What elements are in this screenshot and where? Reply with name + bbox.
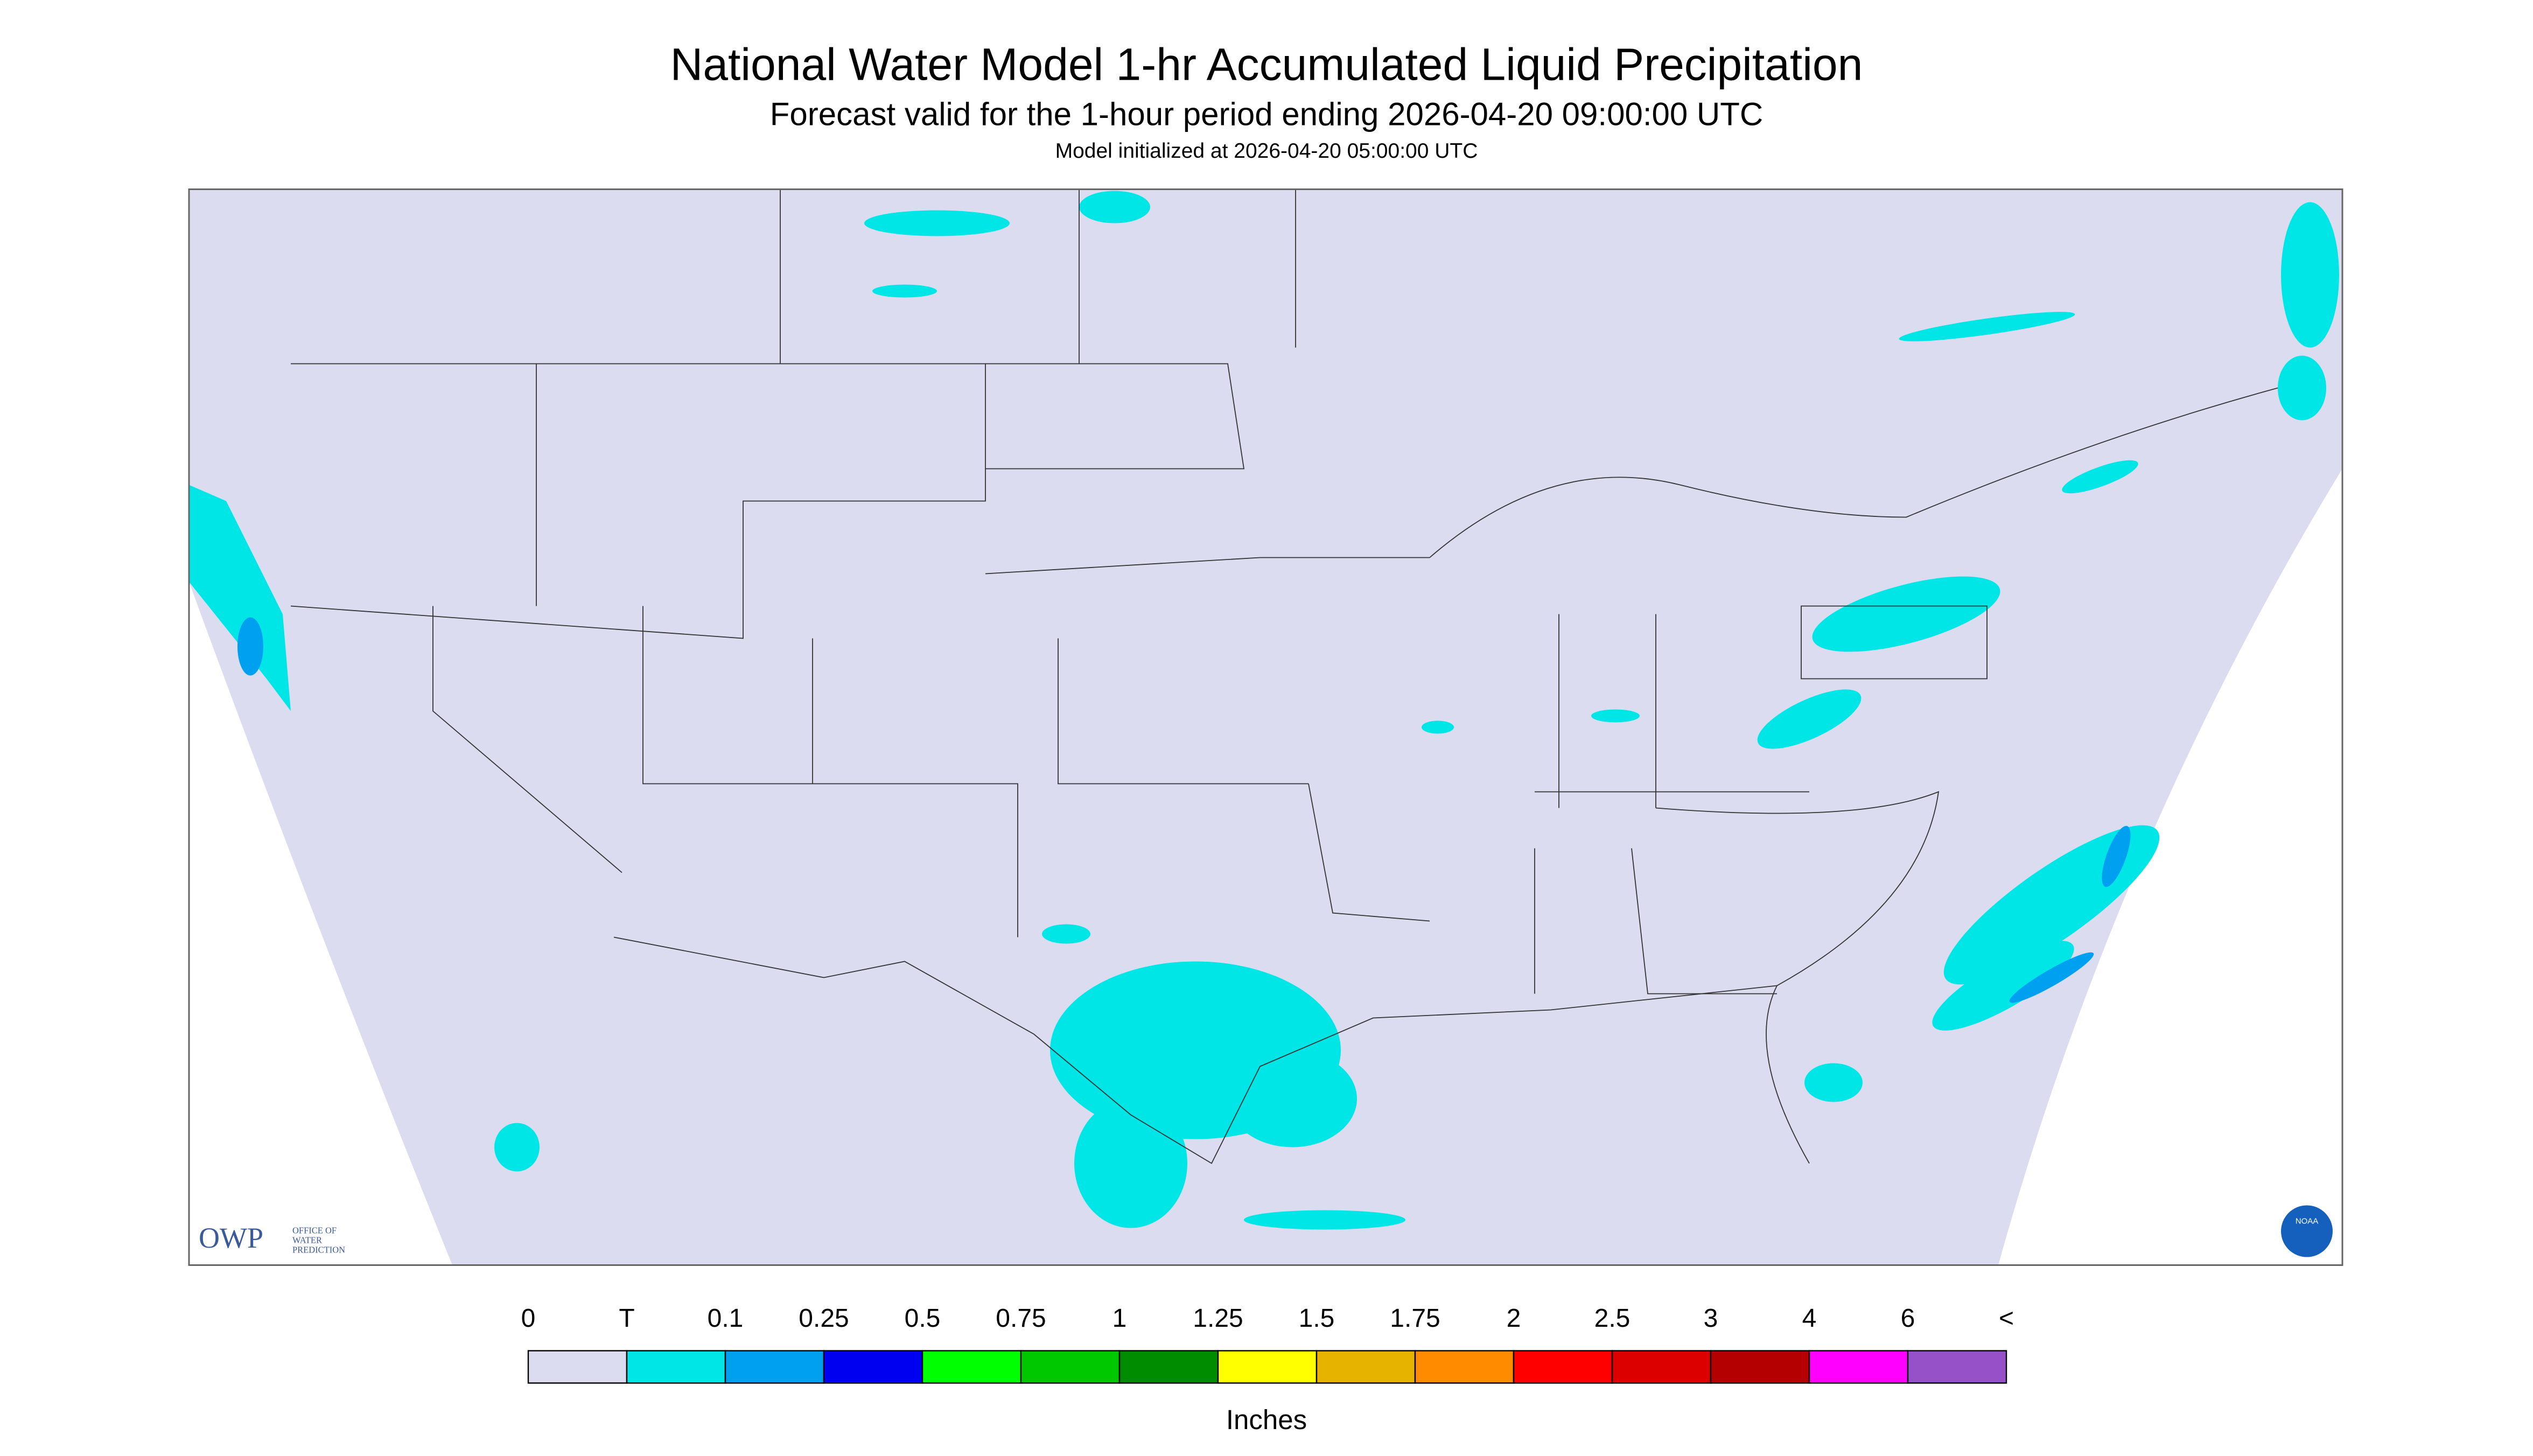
legend-swatch <box>1710 1350 1810 1384</box>
legend-swatch <box>1907 1350 2007 1384</box>
state-lines <box>290 189 2278 1164</box>
legend-swatch <box>1020 1350 1121 1384</box>
map-edge <box>189 582 452 1265</box>
owp-logo-line: WATER <box>292 1235 322 1245</box>
legend-label: 0.1 <box>708 1304 744 1333</box>
legend-label: 0.75 <box>996 1304 1046 1333</box>
legend-label: 0 <box>521 1304 536 1333</box>
noaa-logo <box>2281 1205 2333 1257</box>
precip-areas <box>237 617 2131 1003</box>
legend-label: 1.75 <box>1390 1304 1440 1333</box>
legend-label: 4 <box>1802 1304 1817 1333</box>
legend-swatch <box>1611 1350 1712 1384</box>
legend-label: 1.5 <box>1299 1304 1335 1333</box>
legend-swatch <box>1414 1350 1515 1384</box>
legend-swatch <box>1118 1350 1219 1384</box>
legend-label: 2 <box>1507 1304 1521 1333</box>
title: National Water Model 1-hr Accumulated Li… <box>670 39 1863 90</box>
legend-label: 1.25 <box>1193 1304 1243 1333</box>
legend-label: 0.25 <box>799 1304 849 1333</box>
legend-swatch <box>823 1350 923 1384</box>
owp-logo-line: OFFICE OF <box>292 1225 337 1235</box>
legend-swatch <box>1217 1350 1318 1384</box>
legend-swatch <box>921 1350 1022 1384</box>
owp-logo: OWP <box>199 1222 263 1254</box>
map-frame <box>188 188 2343 1266</box>
subtitle: Forecast valid for the 1-hour period end… <box>770 96 1763 132</box>
legend-label: 1 <box>1112 1304 1127 1333</box>
legend-label: T <box>619 1304 634 1333</box>
legend-swatch <box>1513 1350 1613 1384</box>
legend: 0 T 0.1 0.25 0.5 0.75 1 1.25 1.5 1.75 2 2.5 3 4 6 < <box>521 1304 2014 1384</box>
legend-label: < <box>1999 1304 2014 1333</box>
legend-label: 2.5 <box>1594 1304 1631 1333</box>
legend-swatch <box>626 1350 726 1384</box>
init-time: Model initialized at 2026-04-20 05:00:00… <box>1055 139 1478 163</box>
owp-logo-line: PREDICTION <box>292 1244 345 1255</box>
legend-units: Inches <box>1226 1404 1307 1435</box>
legend-swatch <box>1808 1350 1909 1384</box>
legend-swatch <box>527 1350 628 1384</box>
legend-label: 3 <box>1704 1304 1718 1333</box>
legend-label: 0.5 <box>905 1304 941 1333</box>
noaa-logo-text: NOAA <box>2296 1216 2319 1226</box>
map-edge <box>1998 468 2342 1265</box>
legend-swatch <box>724 1350 825 1384</box>
legend-swatch <box>1316 1350 1416 1384</box>
legend-label: 6 <box>1901 1304 1915 1333</box>
